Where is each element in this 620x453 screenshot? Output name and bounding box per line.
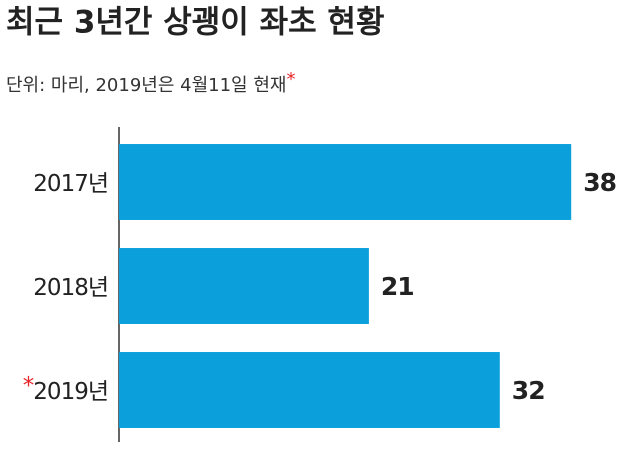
subtitle-marker: * [286, 69, 295, 90]
bar [119, 352, 500, 428]
value-label: 21 [381, 272, 414, 301]
chart-title: 최근 3년간 상괭이 좌초 현황 [6, 5, 384, 41]
category-text: 2017년 [33, 171, 108, 197]
category-text: 2019년 [33, 379, 108, 405]
subtitle-text: 단위: 마리, 2019년은 4월11일 현재 [6, 75, 286, 96]
bar [119, 144, 572, 220]
y-tick-label: 2018년 [33, 275, 108, 301]
value-label: 38 [583, 168, 616, 197]
bar [119, 248, 369, 324]
category-marker: * [23, 373, 34, 399]
value-label: 32 [512, 376, 545, 405]
y-tick-label: *2019년 [23, 373, 108, 405]
chart-subtitle: 단위: 마리, 2019년은 4월11일 현재* [6, 69, 295, 96]
y-tick-label: 2017년 [33, 171, 108, 197]
category-text: 2018년 [33, 275, 108, 301]
